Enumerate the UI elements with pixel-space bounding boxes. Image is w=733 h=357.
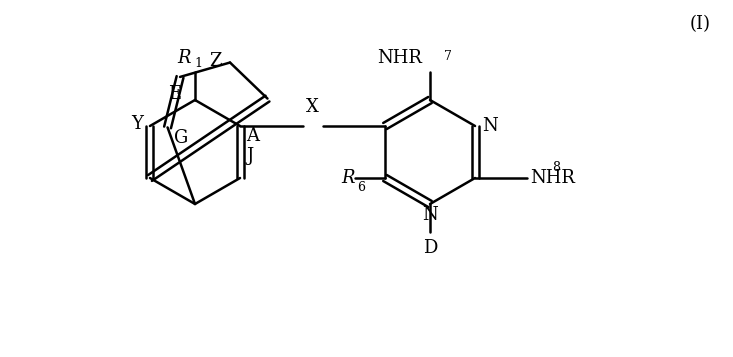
- Text: (I): (I): [690, 15, 710, 33]
- Text: 8: 8: [552, 161, 560, 174]
- Text: N: N: [422, 206, 438, 224]
- Text: 1: 1: [194, 57, 202, 70]
- Text: 7: 7: [444, 50, 452, 63]
- Text: D: D: [423, 239, 437, 257]
- Text: N: N: [482, 117, 498, 135]
- Text: X: X: [306, 98, 319, 116]
- Text: R: R: [342, 169, 355, 187]
- Text: A: A: [246, 127, 259, 145]
- Text: NHR: NHR: [530, 169, 575, 187]
- Text: NHR: NHR: [377, 49, 422, 67]
- Text: Y: Y: [131, 115, 143, 133]
- Text: J: J: [246, 147, 254, 165]
- Text: E: E: [169, 85, 182, 103]
- Text: R: R: [177, 49, 191, 67]
- Text: Z: Z: [210, 51, 222, 70]
- Text: 6: 6: [357, 181, 365, 194]
- Text: G: G: [174, 130, 188, 147]
